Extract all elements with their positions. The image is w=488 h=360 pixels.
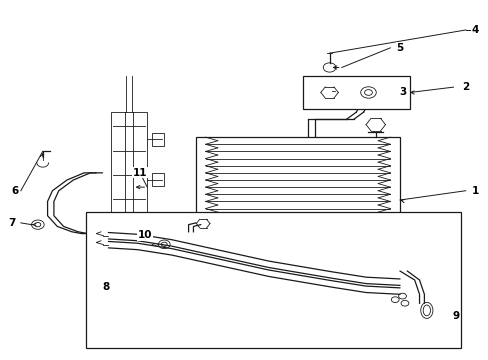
Text: 6: 6 (11, 186, 19, 196)
Bar (152, 226, 164, 239)
Text: 7: 7 (8, 218, 16, 228)
Text: 1: 1 (471, 186, 478, 196)
Bar (152, 133, 164, 145)
Text: 11: 11 (132, 168, 147, 178)
Text: 8: 8 (102, 282, 109, 292)
Text: 5: 5 (396, 43, 403, 53)
Text: 2: 2 (461, 82, 468, 92)
Text: 9: 9 (451, 311, 459, 321)
Bar (302, 76, 409, 109)
Bar (152, 173, 164, 186)
Bar (111, 112, 147, 262)
Text: 4: 4 (471, 25, 478, 35)
Text: 3: 3 (398, 87, 406, 98)
Text: 10: 10 (137, 230, 152, 240)
Bar (86, 212, 460, 348)
Bar (196, 137, 399, 251)
